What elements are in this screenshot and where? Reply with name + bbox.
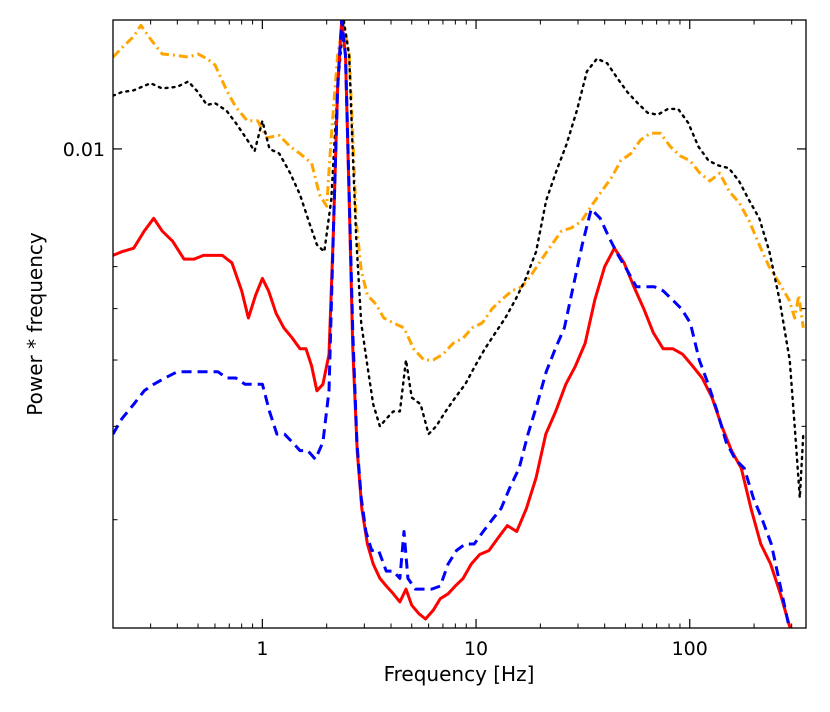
axes-layer <box>112 19 807 629</box>
series-line-4 <box>113 20 791 628</box>
y-axis-label: Power * frequency <box>23 232 47 416</box>
series-line-2 <box>113 20 805 499</box>
x-axis-label: Frequency [Hz] <box>384 662 535 686</box>
x-tick-label: 100 <box>672 638 708 660</box>
x-tick-label: 1 <box>256 638 268 660</box>
x-tick-label: 10 <box>464 638 488 660</box>
y-tick-label: 0.01 <box>63 139 105 161</box>
plot-frame <box>112 19 807 629</box>
series-line-1 <box>113 20 805 362</box>
series-layer <box>113 20 805 628</box>
series-line-3 <box>113 20 792 628</box>
tick-layer: 1 10 100 0.01 <box>63 20 806 660</box>
